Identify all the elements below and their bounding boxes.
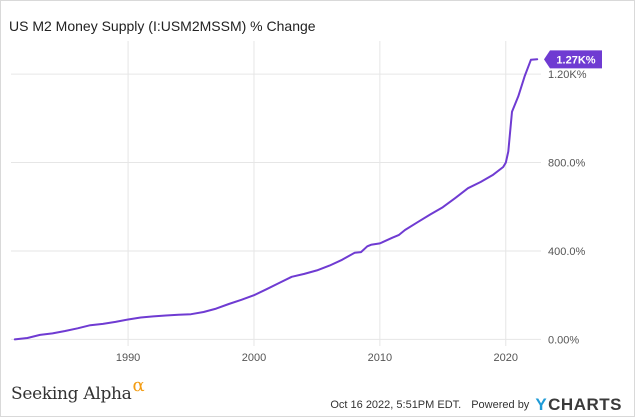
chart-footer: Oct 16 2022, 5:51PM EDT. Powered by Y CHA…	[330, 393, 622, 415]
series-line[interactable]	[13, 58, 539, 341]
y-tick-label: 400.0%	[548, 246, 586, 258]
ycharts-logo-y: Y	[535, 395, 548, 414]
ycharts-logo[interactable]: Y CHARTS	[535, 395, 622, 415]
alpha-logo-icon: α	[132, 375, 145, 396]
y-tick-label: 0.00%	[548, 334, 579, 346]
timestamp: Oct 16 2022, 5:51PM EDT.	[330, 399, 462, 411]
ycharts-logo-text: CHARTS	[548, 395, 622, 414]
x-tick-label: 2010	[368, 352, 392, 364]
chart-title: US M2 Money Supply (I:USM2MSSM) % Change	[9, 18, 316, 34]
x-tick-label: 2020	[494, 352, 518, 364]
seeking-alpha-logo-text: Seeking Alpha	[11, 384, 132, 404]
y-tick-label: 1.20K%	[548, 69, 587, 81]
seeking-alpha-logo[interactable]: Seeking Alphaα	[11, 375, 145, 413]
x-tick-label: 2000	[242, 352, 266, 364]
y-tick-label: 800.0%	[548, 158, 586, 170]
x-tick-label: 1990	[116, 352, 140, 364]
last-value-callout	[544, 50, 602, 69]
powered-by-label: Powered by	[471, 399, 530, 411]
last-value-label: 1.27K%	[556, 54, 595, 66]
